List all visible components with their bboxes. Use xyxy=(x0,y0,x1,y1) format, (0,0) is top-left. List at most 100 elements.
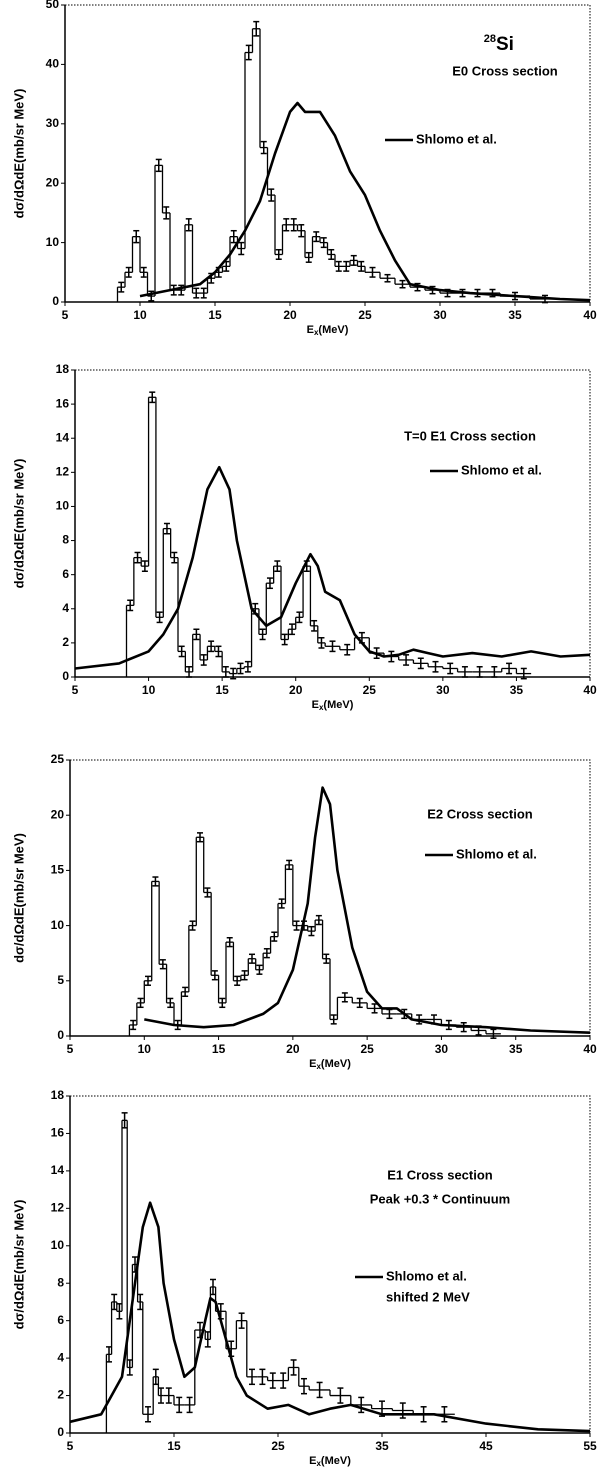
error-bar xyxy=(152,876,159,887)
y-tick-label: 0 xyxy=(52,294,59,308)
error-bar xyxy=(416,1014,423,1025)
error-bar xyxy=(441,1406,448,1423)
error-bar xyxy=(301,920,307,931)
y-tick-label: 16 xyxy=(56,396,70,410)
chart-subtitle: Peak +0.3 * Continuum xyxy=(370,1191,511,1206)
chart-title: E1 Cross section xyxy=(387,1167,493,1182)
error-bar xyxy=(296,611,303,624)
error-bar xyxy=(431,1014,437,1025)
error-bar xyxy=(399,279,406,289)
y-tick-label: 14 xyxy=(56,430,70,444)
error-bar xyxy=(260,140,267,155)
error-bar xyxy=(278,898,285,909)
legend-note: shifted 2 MeV xyxy=(386,1289,470,1304)
error-bar xyxy=(388,650,395,663)
error-bar xyxy=(118,281,125,293)
error-bar xyxy=(266,577,273,590)
error-bar xyxy=(337,1387,344,1404)
error-bar xyxy=(489,288,496,298)
theory-curve xyxy=(69,1201,591,1433)
error-bar xyxy=(259,628,266,641)
x-tick-label: 5 xyxy=(62,308,69,322)
x-tick-label: 25 xyxy=(360,1042,374,1056)
error-bar xyxy=(200,287,207,299)
error-bar xyxy=(286,859,293,871)
error-bar xyxy=(217,1303,224,1320)
error-bar xyxy=(197,1321,203,1339)
x-tick-label: 30 xyxy=(433,308,447,322)
error-bar xyxy=(444,288,451,298)
error-bar xyxy=(145,1406,151,1423)
error-bar xyxy=(384,273,391,283)
y-tick-label: 2 xyxy=(57,1388,64,1402)
axes xyxy=(74,370,590,678)
error-bar xyxy=(170,284,177,296)
error-bar xyxy=(186,1396,193,1414)
x-tick-label: 15 xyxy=(167,1439,181,1453)
error-bar xyxy=(429,285,436,295)
x-tick-label: 5 xyxy=(72,683,79,697)
error-bar xyxy=(268,188,275,202)
error-bar xyxy=(156,611,163,624)
error-bar xyxy=(281,633,288,646)
y-tick-label: 4 xyxy=(57,1350,64,1364)
error-bar xyxy=(399,1402,406,1419)
error-bar xyxy=(512,291,518,301)
x-axis-label-rest: (MeV) xyxy=(321,1455,351,1467)
legend-label: Shlomo et al. xyxy=(416,131,497,146)
y-tick-label: 20 xyxy=(51,807,65,821)
x-tick-label: 55 xyxy=(583,1439,597,1453)
error-bar xyxy=(185,218,192,232)
error-bar xyxy=(208,640,215,653)
y-tick-label: 18 xyxy=(51,1088,65,1102)
x-tick-label: 35 xyxy=(508,308,522,322)
error-bar xyxy=(223,260,230,272)
x-axis-label-sub: x xyxy=(319,703,324,712)
error-bar xyxy=(369,266,376,278)
error-bar xyxy=(445,1019,452,1031)
error-bar xyxy=(341,992,348,1003)
x-axis-label-main: E xyxy=(309,1455,316,1467)
x-axis-label-main: E xyxy=(309,1058,316,1070)
error-bar xyxy=(335,260,342,272)
error-bar xyxy=(193,628,200,641)
error-bar xyxy=(303,560,310,573)
x-tick-label: 35 xyxy=(510,683,524,697)
error-bar xyxy=(476,666,483,678)
plot-frame xyxy=(70,1095,591,1433)
error-bar xyxy=(165,1387,172,1404)
error-bar xyxy=(125,266,132,278)
error-bar xyxy=(133,229,140,244)
error-bar xyxy=(228,1340,235,1357)
error-bar xyxy=(269,1372,276,1389)
error-bar xyxy=(475,1025,482,1036)
error-bar xyxy=(460,1022,467,1033)
y-tick-label: 6 xyxy=(62,567,69,581)
x-tick-label: 35 xyxy=(375,1439,389,1453)
error-bar xyxy=(208,272,215,284)
x-tick-label: 40 xyxy=(583,308,597,322)
error-bar xyxy=(163,206,170,220)
y-tick-label: 18 xyxy=(56,362,70,376)
error-bar xyxy=(204,887,211,898)
y-tick-label: 10 xyxy=(46,235,60,249)
chart-title: T=0 E1 Cross section xyxy=(404,428,536,443)
error-bar xyxy=(178,284,185,296)
error-bar xyxy=(379,1400,385,1417)
axes xyxy=(69,1096,590,1434)
error-bar xyxy=(356,997,363,1009)
x-axis-label-main: E xyxy=(312,699,319,711)
x-tick-label: 15 xyxy=(215,683,229,697)
x-axis-label-sub: x xyxy=(314,328,319,337)
error-bar xyxy=(127,599,134,612)
error-bar xyxy=(316,1381,323,1399)
y-tick-label: 0 xyxy=(57,1028,64,1042)
y-tick-label: 12 xyxy=(56,465,70,479)
error-bar xyxy=(155,158,162,173)
error-bar xyxy=(371,1003,378,1014)
error-bar xyxy=(358,260,365,272)
error-bar xyxy=(182,986,189,998)
error-bar xyxy=(328,248,335,260)
legend-label: Shlomo et al. xyxy=(461,462,542,477)
x-tick-label: 25 xyxy=(271,1439,285,1453)
